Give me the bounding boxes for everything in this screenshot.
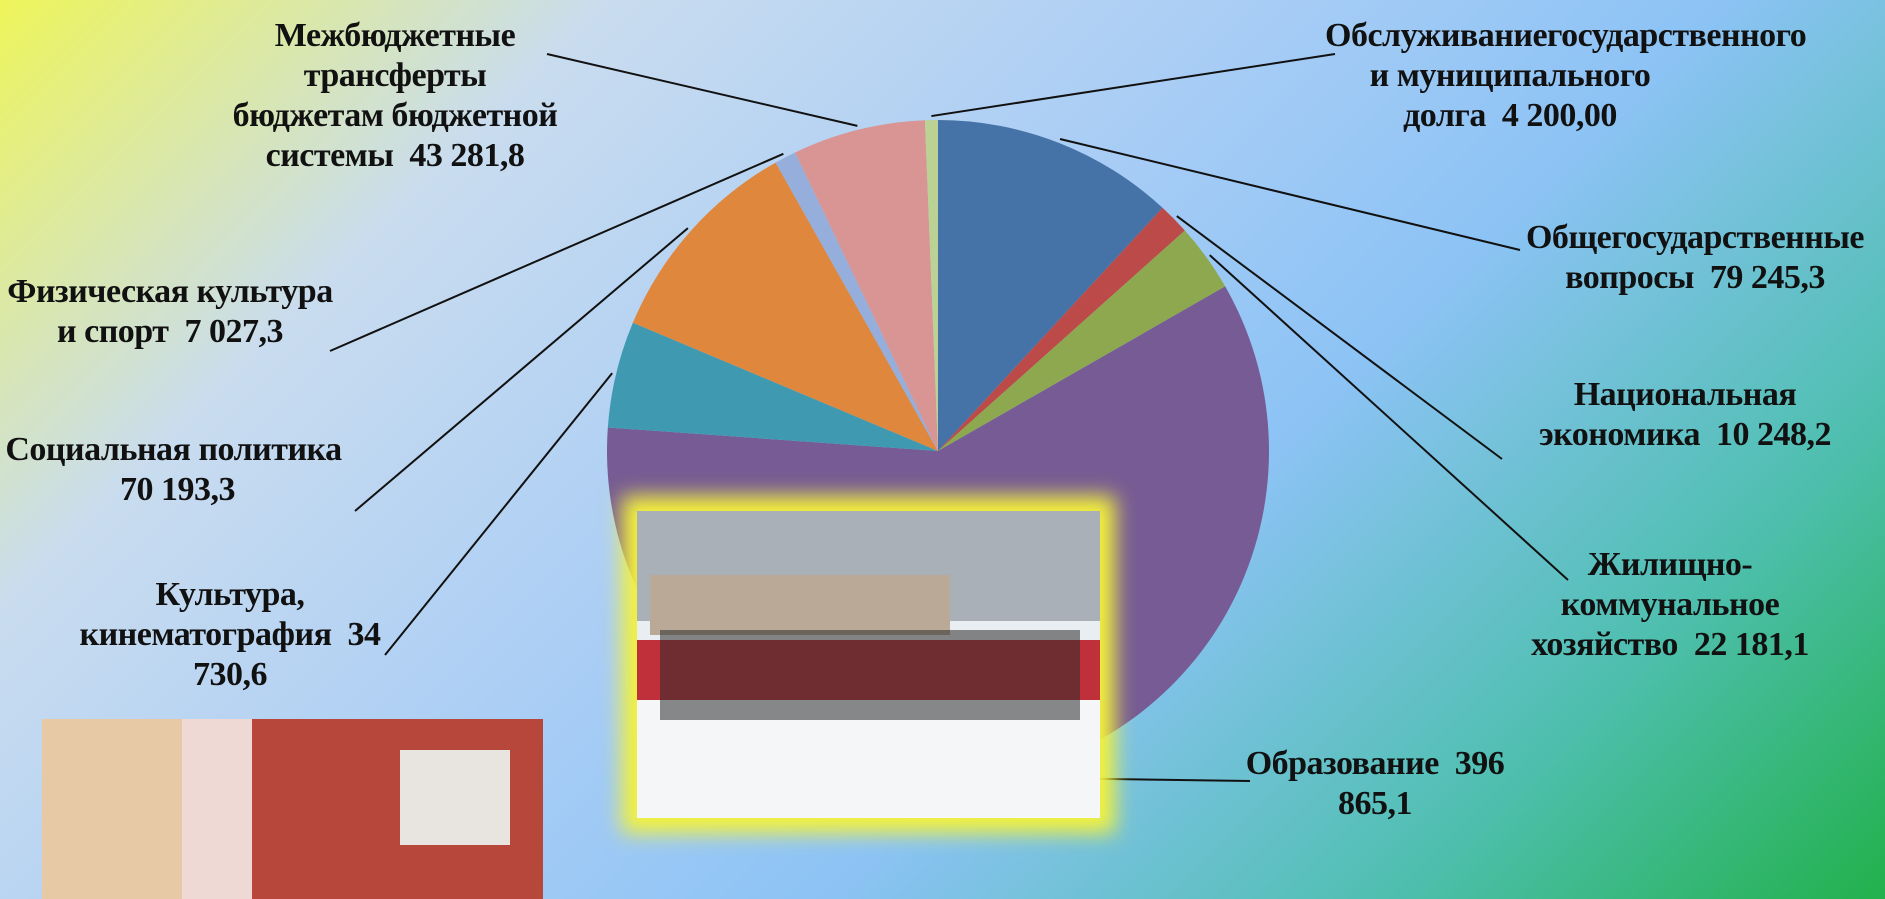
slice-label: Физическая культура и спорт 7 027,3 bbox=[5, 272, 335, 352]
leader-line bbox=[354, 227, 689, 512]
value-label: 34 730,6 bbox=[193, 616, 381, 693]
leader-line bbox=[329, 152, 784, 352]
pie-slice bbox=[795, 120, 938, 452]
category-name: Образование bbox=[1245, 745, 1440, 782]
value-label: 22 181,1 bbox=[1693, 626, 1810, 663]
category-name: Национальная экономика bbox=[1538, 376, 1797, 453]
pie-slice bbox=[632, 162, 938, 451]
category-name: Физическая культура и спорт bbox=[7, 273, 333, 350]
slice-label: Межбюджетные трансферты бюджетам бюджетн… bbox=[230, 16, 560, 176]
leader-line bbox=[1059, 138, 1521, 251]
slice-label: Национальная экономика 10 248,2 bbox=[1495, 375, 1875, 455]
slice-label: Общегосударственные вопросы 79 245,3 bbox=[1515, 218, 1875, 298]
value-label: 7 027,3 bbox=[184, 313, 283, 350]
category-name: Межбюджетные трансферты бюджетам бюджетн… bbox=[232, 17, 558, 174]
pie-slice bbox=[938, 120, 1163, 451]
pie-slice bbox=[607, 322, 938, 451]
value-label: 79 245,3 bbox=[1709, 259, 1826, 296]
value-label: 70 193,3 bbox=[120, 471, 236, 508]
slice-label: Обслуживаниегосударственного и муниципал… bbox=[1325, 16, 1807, 136]
leader-line bbox=[931, 53, 1336, 118]
category-name: Жилищно-коммунальное хозяйство bbox=[1531, 546, 1780, 663]
leader-line bbox=[546, 53, 858, 127]
value-label: 10 248,2 bbox=[1716, 416, 1832, 453]
photo-center bbox=[637, 511, 1100, 818]
pie-slice bbox=[938, 230, 1226, 451]
category-name: Общегосударственные вопросы bbox=[1525, 219, 1865, 296]
value-label: 396 865,1 bbox=[1338, 745, 1505, 822]
leader-line bbox=[1176, 215, 1503, 460]
category-name: Культура, кинематография bbox=[79, 576, 332, 653]
slice-label: Культура, кинематография 34 730,6 bbox=[60, 575, 400, 695]
pie-slice bbox=[775, 152, 938, 452]
slice-label: Образование 396 865,1 bbox=[1245, 744, 1505, 824]
photo-left bbox=[42, 719, 543, 899]
pie-slice bbox=[938, 207, 1185, 451]
value-label: 43 281,8 bbox=[409, 137, 525, 174]
pie-slice bbox=[924, 120, 938, 451]
category-name: Обслуживаниегосударственного и муниципал… bbox=[1325, 17, 1807, 134]
slice-label: Социальная политика 70 193,3 bbox=[5, 430, 350, 510]
slice-label: Жилищно-коммунальное хозяйство 22 181,1 bbox=[1490, 545, 1850, 665]
leader-line bbox=[1209, 254, 1569, 581]
value-label: 4 200,00 bbox=[1501, 97, 1618, 134]
category-name: Социальная политика bbox=[5, 431, 342, 468]
leader-line bbox=[384, 372, 613, 656]
